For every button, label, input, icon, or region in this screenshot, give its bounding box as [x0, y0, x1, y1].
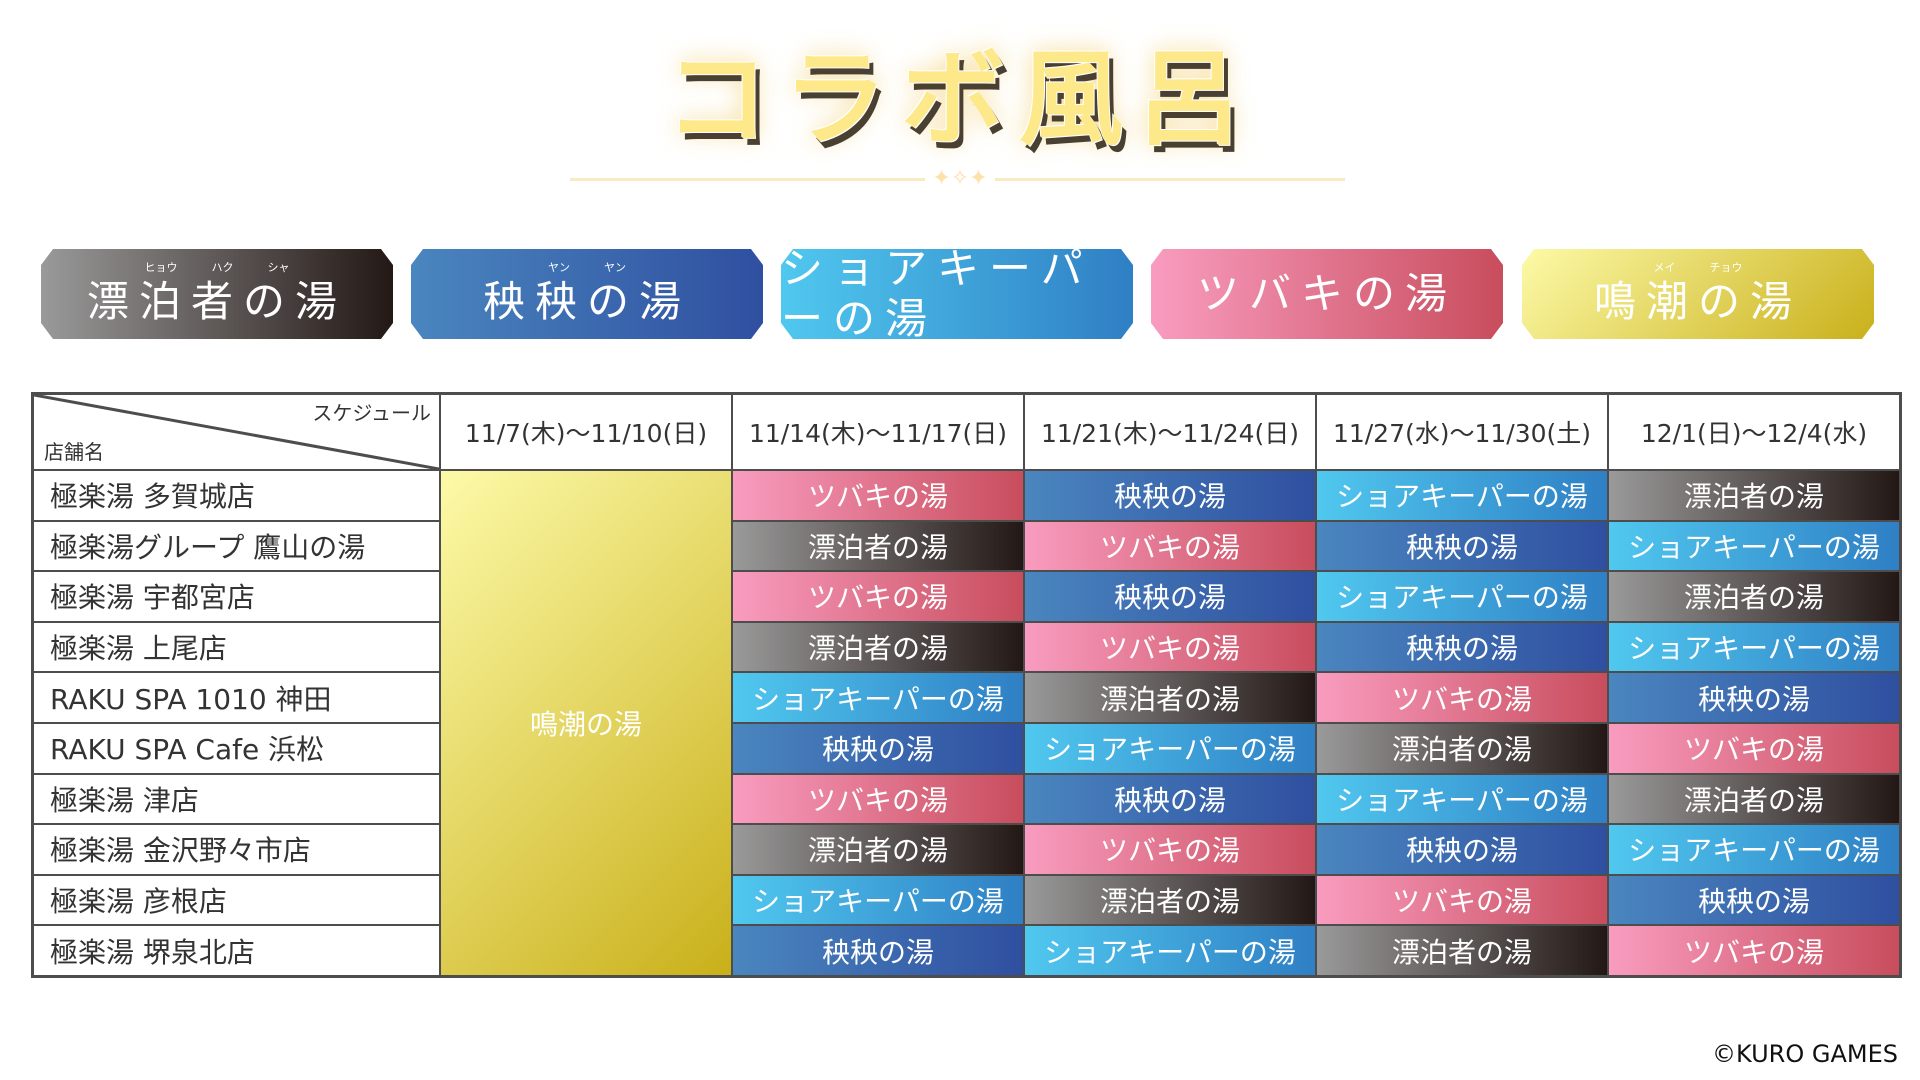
date-range: 12/1(日)〜12/4(水) — [1640, 419, 1868, 448]
store-name: 極楽湯 宇都宮店 — [31, 570, 441, 623]
furigana: ヒョウ ハク シャ — [145, 261, 290, 275]
store-name: 極楽湯 多賀城店 — [31, 469, 441, 522]
store-name: 極楽湯 上尾店 — [31, 620, 441, 674]
furigana-text: ハク — [211, 261, 234, 274]
bath-cell: 秧秧の湯 — [1315, 519, 1609, 573]
bath-cell: ショアキーパーの湯 — [1023, 924, 1317, 978]
table-corner-header: スケジュール 店舗名 — [31, 392, 441, 471]
bath-cell: ショアキーパーの湯 — [1607, 620, 1902, 674]
bath-cell: ショアキーパーの湯 — [1315, 469, 1609, 522]
table-row: RAKU SPA Cafe 浜松 秧秧の湯 ショアキーパーの湯 漂泊者の湯 ツバキの湯 — [31, 721, 1902, 775]
bath-cell: 秧秧の湯 — [731, 924, 1025, 978]
bath-cell: ショアキーパーの湯 — [731, 671, 1025, 724]
bath-cell: ショアキーパーの湯 — [1315, 570, 1609, 623]
bath-banner: メイ チョウ鳴潮の湯 — [1522, 249, 1874, 339]
date-header: 11/7(木)〜11/10(日) — [439, 392, 733, 471]
store-name: 極楽湯 津店 — [31, 772, 441, 826]
table-row: 極楽湯 多賀城店 鳴潮の湯 ツバキの湯 秧秧の湯 ショアキーパーの湯 漂泊者の湯 — [31, 468, 1902, 978]
bath-cell: 漂泊者の湯 — [1607, 570, 1902, 623]
bath-cell-meicho: 鳴潮の湯 — [439, 468, 733, 978]
bath-cell: 秧秧の湯 — [1023, 570, 1317, 623]
date-range: 11/21(木)〜11/24(日) — [1040, 419, 1300, 448]
furigana-text: ヤン — [548, 261, 570, 274]
bath-banner-label: 漂泊者の湯 — [86, 277, 347, 326]
bath-cell: ツバキの湯 — [731, 570, 1025, 623]
date-header: 12/1(日)〜12/4(水) — [1607, 392, 1902, 471]
bath-cell: 漂泊者の湯 — [1607, 469, 1902, 522]
table-row: 極楽湯 宇都宮店 ツバキの湯 秧秧の湯 ショアキーパーの湯 漂泊者の湯 — [31, 570, 1902, 623]
bath-cell: ツバキの湯 — [1315, 671, 1609, 724]
table-row: 極楽湯 金沢野々市店 漂泊者の湯 ツバキの湯 秧秧の湯 ショアキーパーの湯 — [31, 823, 1902, 876]
table-row: 極楽湯グループ 鷹山の湯 漂泊者の湯 ツバキの湯 秧秧の湯 ショアキーパーの湯 — [31, 519, 1902, 573]
store-name-label: 店舗名 — [44, 440, 104, 464]
bath-cell: 漂泊者の湯 — [731, 519, 1025, 573]
bath-cell: ツバキの湯 — [1315, 873, 1609, 927]
date-range: 11/7(木)〜11/10(日) — [464, 419, 708, 448]
date-range: 11/27(水)〜11/30(土) — [1332, 419, 1592, 448]
store-name: 極楽湯グループ 鷹山の湯 — [31, 519, 441, 573]
bath-cell: 漂泊者の湯 — [1607, 772, 1902, 826]
bath-cell: 漂泊者の湯 — [1315, 924, 1609, 978]
bath-cell: ツバキの湯 — [1023, 519, 1317, 573]
sparkle-icon: ✦✧✦ — [925, 166, 995, 192]
bath-cell: 漂泊者の湯 — [731, 620, 1025, 674]
bath-cell: ツバキの湯 — [731, 772, 1025, 826]
bath-banner-label: ツバキの湯 — [1196, 269, 1457, 318]
bath-cell: 秧秧の湯 — [1607, 671, 1902, 724]
bath-banner: ツバキの湯 — [1151, 249, 1503, 339]
date-header: 11/21(木)〜11/24(日) — [1023, 392, 1317, 471]
bath-banner: ショアキーパーの湯 — [781, 249, 1133, 339]
bath-cell: 漂泊者の湯 — [1315, 721, 1609, 775]
store-name: 極楽湯 堺泉北店 — [31, 924, 441, 978]
bath-cell: 漂泊者の湯 — [731, 823, 1025, 876]
bath-banner: ヤン ヤン秧秧の湯 — [411, 249, 763, 339]
bath-cell: 秧秧の湯 — [1315, 823, 1609, 876]
bath-cell: ショアキーパーの湯 — [1607, 823, 1902, 876]
bath-cell: 秧秧の湯 — [1607, 873, 1902, 927]
schedule-label: スケジュール — [312, 401, 431, 425]
bath-cell: 秧秧の湯 — [1023, 469, 1317, 522]
bath-cell: ツバキの湯 — [731, 469, 1025, 522]
date-header: 11/14(木)〜11/17(日) — [731, 392, 1025, 471]
bath-cell: 秧秧の湯 — [731, 721, 1025, 775]
table-row: RAKU SPA 1010 神田 ショアキーパーの湯 漂泊者の湯 ツバキの湯 秧秧の湯 — [31, 671, 1902, 724]
schedule-table: スケジュール 店舗名 11/7(木)〜11/10(日) 11/14(木)〜11/1… — [31, 392, 1902, 978]
bath-cell: ショアキーパーの湯 — [1023, 721, 1317, 775]
bath-banner: ヒョウ ハク シャ漂泊者の湯 — [41, 249, 393, 339]
table-row: 極楽湯 上尾店 漂泊者の湯 ツバキの湯 秧秧の湯 ショアキーパーの湯 — [31, 620, 1902, 674]
bath-cell: ショアキーパーの湯 — [1607, 519, 1902, 573]
bath-cell: ツバキの湯 — [1607, 721, 1902, 775]
furigana-text: シャ — [267, 261, 290, 274]
bath-cell: 漂泊者の湯 — [1023, 671, 1317, 724]
copyright: ©KURO GAMES — [1712, 1040, 1898, 1068]
table-row: 極楽湯 津店 ツバキの湯 秧秧の湯 ショアキーパーの湯 漂泊者の湯 — [31, 772, 1902, 826]
date-header: 11/27(水)〜11/30(土) — [1315, 392, 1609, 471]
bath-banner-label: 鳴潮の湯 — [1593, 277, 1802, 326]
bath-cell: 秧秧の湯 — [1315, 620, 1609, 674]
bath-cell: 秧秧の湯 — [1023, 772, 1317, 826]
store-name: 極楽湯 金沢野々市店 — [31, 823, 441, 876]
furigana: メイ チョウ — [1654, 261, 1743, 275]
bath-cell: ショアキーパーの湯 — [731, 873, 1025, 927]
page-title: コラボ風呂 — [664, 38, 1255, 160]
furigana-text: チョウ — [1709, 261, 1743, 274]
store-name: RAKU SPA Cafe 浜松 — [31, 721, 441, 775]
furigana-text: ヒョウ — [144, 261, 178, 274]
bath-cell: ツバキの湯 — [1023, 823, 1317, 876]
table-row: 極楽湯 彦根店 ショアキーパーの湯 漂泊者の湯 ツバキの湯 秧秧の湯 — [31, 873, 1902, 927]
bath-cell: ショアキーパーの湯 — [1315, 772, 1609, 826]
bath-cell: ツバキの湯 — [1023, 620, 1317, 674]
bath-banner-label: ショアキーパーの湯 — [781, 244, 1093, 343]
bath-cell: 漂泊者の湯 — [1023, 873, 1317, 927]
furigana-text: ヤン — [604, 261, 626, 274]
date-range: 11/14(木)〜11/17(日) — [748, 419, 1008, 448]
bath-banner-label: 秧秧の湯 — [482, 277, 691, 326]
store-name: 極楽湯 彦根店 — [31, 873, 441, 927]
bath-cell: ツバキの湯 — [1607, 924, 1902, 978]
table-row: 極楽湯 堺泉北店 秧秧の湯 ショアキーパーの湯 漂泊者の湯 ツバキの湯 — [31, 924, 1902, 978]
diagonal-divider — [34, 395, 439, 469]
store-name: RAKU SPA 1010 神田 — [31, 671, 441, 724]
furigana: ヤン ヤン — [548, 261, 626, 275]
furigana-text: メイ — [1653, 261, 1676, 274]
